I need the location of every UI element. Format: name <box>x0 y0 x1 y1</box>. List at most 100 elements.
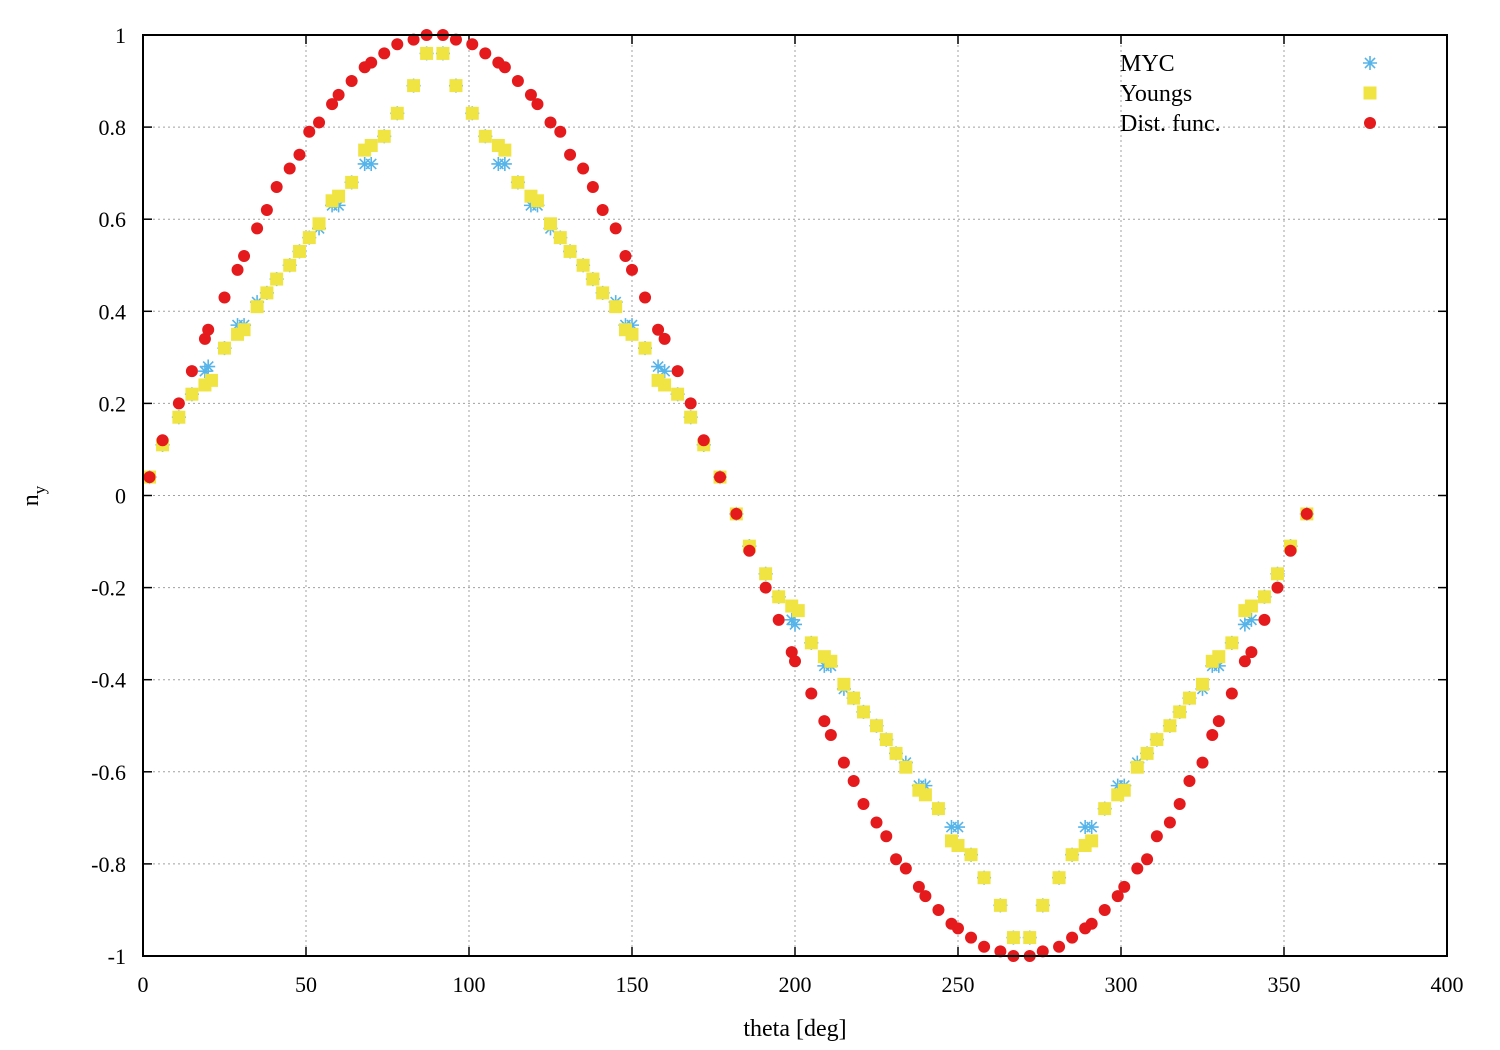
youngs-point <box>964 848 978 862</box>
dist-func-point <box>524 88 537 101</box>
myc-point <box>364 156 379 171</box>
dist-func-point <box>1118 880 1131 893</box>
youngs-point <box>553 231 567 245</box>
dist-func-point <box>479 47 492 60</box>
youngs-point <box>1173 705 1187 719</box>
youngs-point <box>436 46 450 60</box>
dist-func-point <box>1196 756 1209 769</box>
dist-func-point <box>919 890 932 903</box>
youngs-point <box>1196 677 1209 691</box>
dist-func-point <box>684 397 697 410</box>
dist-func-point <box>714 471 727 484</box>
youngs-point <box>270 272 284 286</box>
legend-marker-myc <box>1363 56 1377 70</box>
dist-func-point <box>658 332 671 345</box>
youngs-point <box>498 143 512 157</box>
myc-point <box>1211 658 1226 673</box>
youngs-point <box>1140 746 1154 760</box>
x-tick-label: 400 <box>1431 972 1464 997</box>
youngs-point <box>993 898 1007 912</box>
youngs-point <box>977 871 991 885</box>
dist-func-point <box>407 33 420 46</box>
dist-func-point <box>449 33 462 46</box>
y-axis-title: ny <box>18 485 49 506</box>
dist-func-point <box>639 291 652 304</box>
dist-func-point <box>837 756 850 769</box>
dist-func-point <box>1111 890 1124 903</box>
series-dist-func <box>143 29 1313 962</box>
dist-func-point <box>1141 853 1154 866</box>
series-youngs <box>143 46 1314 945</box>
youngs-point <box>250 300 264 314</box>
svg-text:ny: ny <box>18 485 49 506</box>
youngs-point <box>478 129 492 143</box>
youngs-point <box>837 677 851 691</box>
myc-point <box>497 156 512 171</box>
youngs-point <box>260 286 274 300</box>
youngs-point <box>390 106 404 120</box>
myc-point <box>1244 612 1259 627</box>
youngs-point <box>511 175 525 189</box>
youngs-point <box>772 590 786 604</box>
dist-func-point <box>890 853 903 866</box>
youngs-point <box>576 258 590 272</box>
myc-point <box>651 359 666 374</box>
youngs-point <box>1244 599 1258 613</box>
dist-func-point <box>652 323 665 336</box>
dist-func-point <box>772 613 785 626</box>
youngs-point <box>1270 567 1284 581</box>
dist-func-point <box>1212 715 1225 728</box>
youngs-point <box>889 746 903 760</box>
dist-func-point <box>1271 581 1284 594</box>
youngs-point <box>292 244 306 258</box>
myc-point <box>201 359 216 374</box>
dist-func-point <box>1300 507 1313 520</box>
youngs-point <box>1065 848 1079 862</box>
youngs-point <box>530 194 544 208</box>
youngs-point <box>237 323 251 337</box>
youngs-point <box>951 838 965 852</box>
dist-func-point <box>326 98 339 111</box>
youngs-point <box>625 327 639 341</box>
youngs-point <box>204 373 218 387</box>
dist-func-point <box>185 365 198 378</box>
youngs-point <box>364 139 378 153</box>
myc-point <box>788 617 802 632</box>
x-tick-label: 150 <box>616 972 649 997</box>
legend-label-youngs: Youngs <box>1120 81 1192 107</box>
youngs-point <box>658 378 672 392</box>
dist-func-point <box>1066 931 1079 944</box>
dist-func-point <box>1173 798 1186 811</box>
myc-point <box>625 318 639 333</box>
dist-func-point <box>870 816 883 829</box>
x-tick-label: 50 <box>295 972 317 997</box>
dist-func-point <box>743 544 756 557</box>
youngs-point <box>218 341 231 355</box>
dist-func-point <box>1183 775 1196 788</box>
youngs-point <box>1150 733 1164 747</box>
y-axis-title-sub: y <box>30 485 49 494</box>
youngs-point <box>1052 871 1066 885</box>
dist-func-point <box>143 471 156 484</box>
y-tick-label: 0.8 <box>99 115 127 140</box>
dist-func-point <box>577 162 590 175</box>
youngs-point <box>824 654 838 668</box>
dist-func-point <box>202 323 215 336</box>
x-tick-label: 0 <box>138 972 149 997</box>
youngs-point <box>1085 834 1099 848</box>
y-tick-label: 1 <box>115 23 126 48</box>
dist-func-point <box>1245 646 1258 659</box>
dist-func-point <box>332 88 345 101</box>
dist-func-point <box>952 922 964 935</box>
dist-func-point <box>789 655 801 668</box>
dist-func-point <box>1284 544 1297 557</box>
legend-label-dist-func: Dist. func. <box>1120 111 1221 137</box>
dist-func-point <box>231 263 244 276</box>
legend-marker-dist-func <box>1364 117 1376 129</box>
y-tick-label: 0.4 <box>99 299 127 324</box>
youngs-point <box>312 217 326 231</box>
youngs-point <box>596 286 610 300</box>
youngs-point <box>302 231 316 245</box>
dist-func-point <box>554 125 567 138</box>
youngs-point <box>1163 719 1177 733</box>
